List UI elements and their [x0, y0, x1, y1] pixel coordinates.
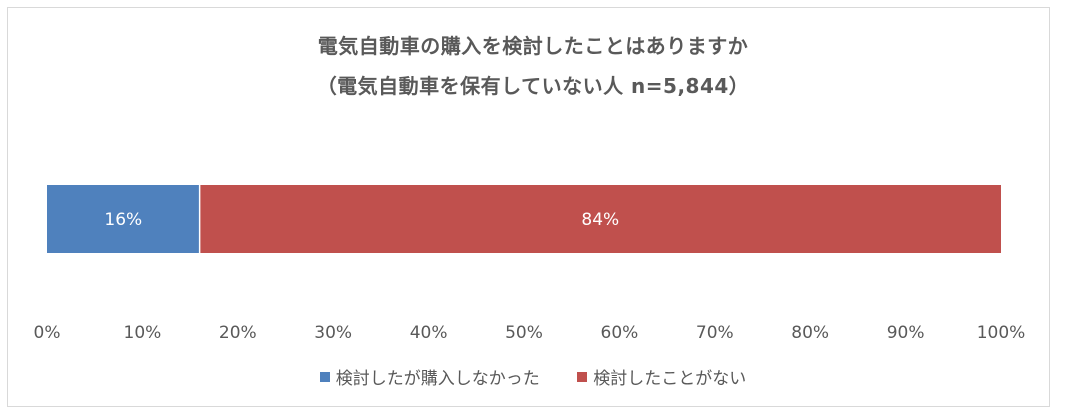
- x-tick-label: 30%: [314, 323, 352, 343]
- bar-never-label: 84%: [581, 210, 619, 230]
- x-tick-label: 10%: [124, 323, 162, 343]
- legend-item-considered: 検討したが購入しなかった: [319, 364, 540, 389]
- bar-considered-label: 16%: [104, 210, 142, 230]
- x-tick-label: 60%: [601, 323, 639, 343]
- bar-considered: [47, 185, 200, 253]
- legend-label-never: 検討したことがない: [593, 369, 747, 389]
- legend-label-considered: 検討したが購入しなかった: [335, 369, 540, 389]
- x-tick-label: 0%: [34, 323, 61, 343]
- legend-item-never: 検討したことがない: [577, 364, 746, 389]
- x-tick-label: 50%: [505, 323, 543, 343]
- x-tick-label: 40%: [410, 323, 448, 343]
- legend-swatch-considered: [319, 371, 330, 382]
- legend: 検討したが購入しなかった 検討したことがない: [0, 364, 1066, 389]
- legend-swatch-never: [577, 371, 588, 382]
- chart-subtitle: （電気自動車を保有していない人 n=5,844）: [316, 74, 750, 98]
- x-tick-label: 70%: [696, 323, 734, 343]
- x-tick-label: 80%: [791, 323, 829, 343]
- chart-title: 電気自動車の購入を検討したことはありますか: [317, 34, 749, 58]
- x-tick-label: 90%: [887, 323, 925, 343]
- x-tick-label: 20%: [219, 323, 257, 343]
- x-tick-label: 100%: [977, 323, 1026, 343]
- bar-never: [199, 185, 1001, 253]
